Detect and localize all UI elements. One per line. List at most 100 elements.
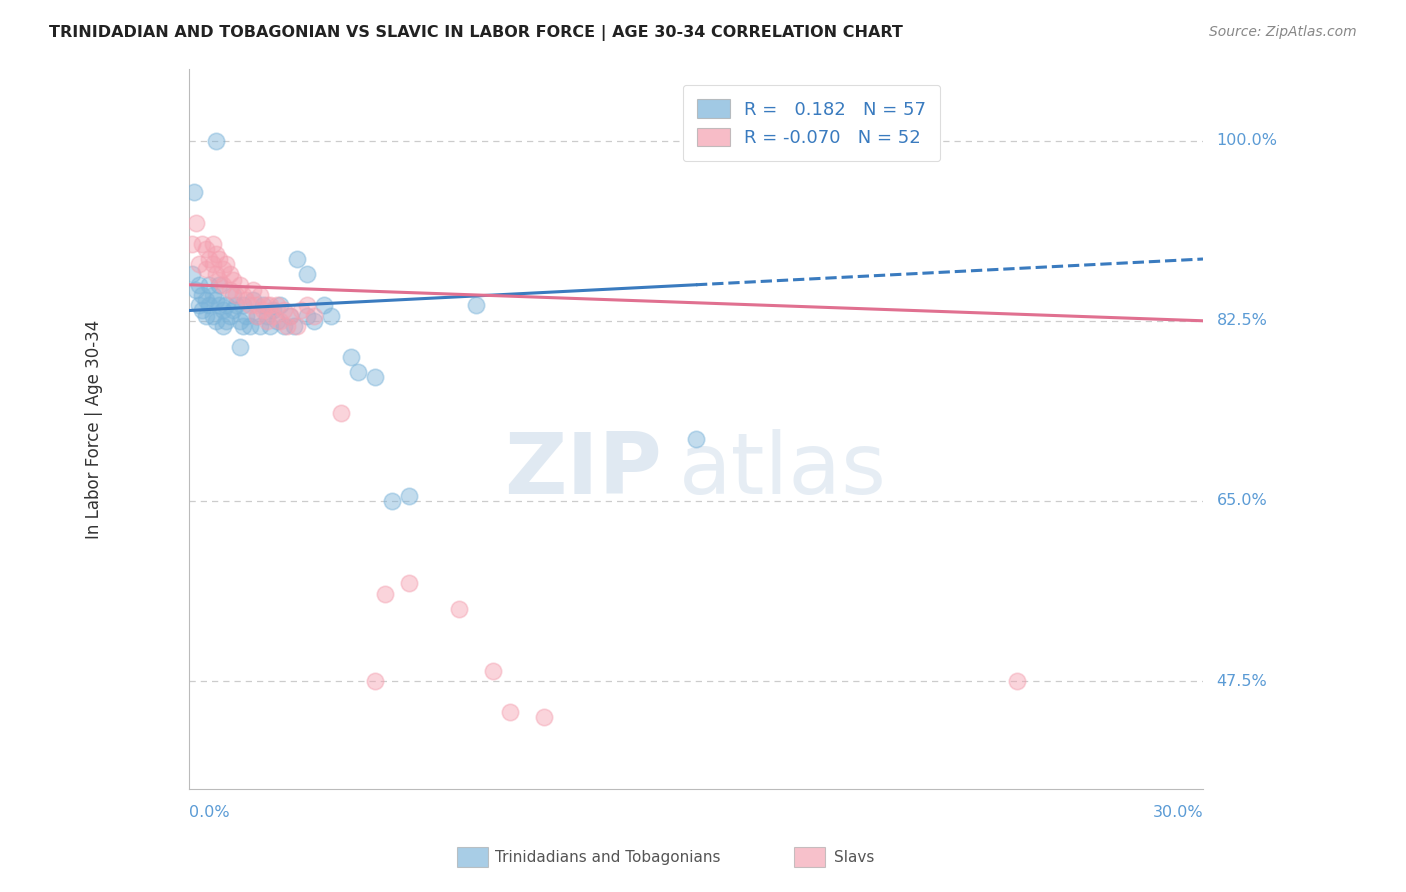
- Point: [218, 309, 240, 323]
- Point: [191, 288, 214, 302]
- Point: [201, 236, 224, 251]
- Point: [252, 298, 274, 312]
- Point: [181, 268, 204, 282]
- Point: [297, 268, 319, 282]
- Point: [364, 674, 387, 689]
- Point: [211, 318, 233, 333]
- Point: [269, 314, 291, 328]
- Point: [222, 272, 245, 286]
- Point: [285, 252, 308, 266]
- Point: [198, 277, 221, 292]
- Point: [205, 268, 228, 282]
- Point: [232, 298, 254, 312]
- Text: atlas: atlas: [679, 428, 887, 512]
- Point: [398, 489, 420, 503]
- Point: [280, 309, 302, 323]
- Point: [235, 309, 257, 323]
- Point: [280, 309, 302, 323]
- Point: [449, 602, 471, 616]
- Point: [340, 350, 363, 364]
- Point: [228, 339, 250, 353]
- Point: [252, 303, 274, 318]
- Point: [285, 318, 308, 333]
- Point: [398, 576, 420, 591]
- Point: [259, 318, 281, 333]
- Text: 0.0%: 0.0%: [188, 805, 229, 820]
- Point: [222, 288, 245, 302]
- Point: [205, 314, 228, 328]
- Point: [266, 314, 288, 328]
- Text: 65.0%: 65.0%: [1216, 493, 1267, 508]
- Point: [205, 134, 228, 148]
- Point: [228, 277, 250, 292]
- Point: [222, 303, 245, 318]
- Point: [194, 309, 217, 323]
- Point: [228, 314, 250, 328]
- Point: [256, 314, 278, 328]
- Point: [188, 277, 211, 292]
- Point: [194, 242, 217, 256]
- Point: [215, 257, 238, 271]
- Point: [208, 298, 231, 312]
- Text: 47.5%: 47.5%: [1216, 673, 1267, 689]
- Point: [232, 318, 254, 333]
- Point: [184, 283, 207, 297]
- Point: [184, 216, 207, 230]
- Point: [245, 309, 267, 323]
- Text: 30.0%: 30.0%: [1153, 805, 1204, 820]
- Point: [205, 247, 228, 261]
- Point: [256, 298, 278, 312]
- Point: [249, 318, 271, 333]
- Point: [290, 303, 312, 318]
- Point: [198, 252, 221, 266]
- Text: ZIP: ZIP: [505, 428, 662, 512]
- Point: [347, 365, 370, 379]
- Point: [191, 236, 214, 251]
- Point: [194, 262, 217, 277]
- Point: [208, 272, 231, 286]
- Point: [208, 252, 231, 266]
- Text: Slavs: Slavs: [834, 850, 875, 864]
- Text: TRINIDADIAN AND TOBAGONIAN VS SLAVIC IN LABOR FORCE | AGE 30-34 CORRELATION CHAR: TRINIDADIAN AND TOBAGONIAN VS SLAVIC IN …: [49, 25, 903, 41]
- Point: [198, 298, 221, 312]
- Point: [259, 298, 281, 312]
- Text: 82.5%: 82.5%: [1216, 313, 1267, 328]
- Point: [302, 309, 325, 323]
- Point: [215, 298, 238, 312]
- Point: [188, 257, 211, 271]
- Point: [499, 705, 522, 719]
- Point: [319, 309, 342, 323]
- Point: [465, 298, 488, 312]
- Point: [194, 293, 217, 308]
- Point: [239, 318, 262, 333]
- Point: [273, 303, 295, 318]
- Point: [269, 298, 291, 312]
- Point: [685, 432, 707, 446]
- Point: [188, 298, 211, 312]
- Point: [239, 298, 262, 312]
- Point: [482, 664, 505, 678]
- Point: [266, 298, 288, 312]
- Point: [218, 283, 240, 297]
- Point: [381, 494, 404, 508]
- Point: [201, 309, 224, 323]
- Point: [215, 314, 238, 328]
- Point: [211, 262, 233, 277]
- Text: Source: ZipAtlas.com: Source: ZipAtlas.com: [1209, 25, 1357, 39]
- Point: [374, 587, 396, 601]
- Point: [225, 298, 247, 312]
- Point: [245, 298, 267, 312]
- Point: [181, 236, 204, 251]
- Point: [256, 309, 278, 323]
- Point: [191, 303, 214, 318]
- Point: [211, 277, 233, 292]
- Point: [263, 303, 285, 318]
- Point: [314, 298, 336, 312]
- Text: 100.0%: 100.0%: [1216, 133, 1278, 148]
- Point: [183, 185, 205, 199]
- Point: [245, 309, 267, 323]
- Point: [364, 370, 387, 384]
- Legend: R =   0.182   N = 57, R = -0.070   N = 52: R = 0.182 N = 57, R = -0.070 N = 52: [683, 85, 941, 161]
- Point: [225, 288, 247, 302]
- Point: [276, 318, 298, 333]
